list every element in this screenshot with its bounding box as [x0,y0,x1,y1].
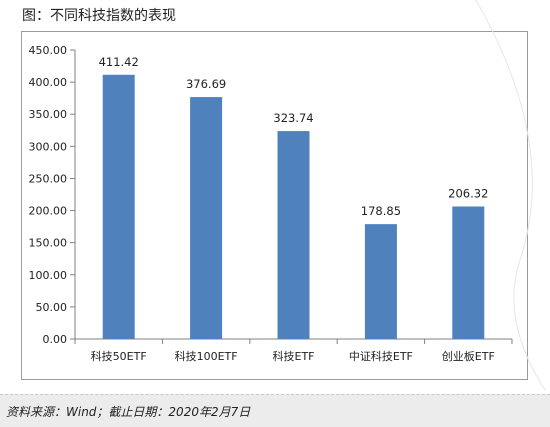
y-tick-label: 250.00 [29,172,68,185]
y-tick-label: 50.00 [36,301,68,314]
bar [452,206,485,339]
x-tick-label: 科技50ETF [91,349,147,363]
bar [364,224,397,339]
data-label: 206.32 [448,186,488,200]
bar [190,97,223,339]
bar [277,131,310,339]
y-tick-label: 350.00 [29,108,68,121]
data-label: 323.74 [273,111,313,125]
footer-bar: 资料来源：Wind；截止日期：2020年2月7日 [0,394,550,427]
y-tick-label: 150.00 [29,237,68,250]
figure-title: 图：不同科技指数的表现 [22,8,176,24]
source-note: 资料来源：Wind；截止日期：2020年2月7日 [6,405,251,419]
y-tick-label: 400.00 [29,76,68,89]
y-tick-label: 300.00 [29,140,68,153]
y-tick-label: 450.00 [29,44,68,57]
x-tick-label: 科技100ETF [175,349,238,363]
bar [102,74,135,340]
data-label: 178.85 [361,204,401,218]
x-tick-label: 科技ETF [273,349,315,363]
x-tick-label: 中证科技ETF [349,349,413,363]
data-label: 411.42 [99,55,139,69]
y-tick-label: 0.00 [43,333,68,346]
y-tick-label: 100.00 [29,269,68,282]
x-tick-label: 创业板ETF [442,349,495,363]
data-label: 376.69 [186,77,226,91]
y-tick-label: 200.00 [29,205,68,218]
